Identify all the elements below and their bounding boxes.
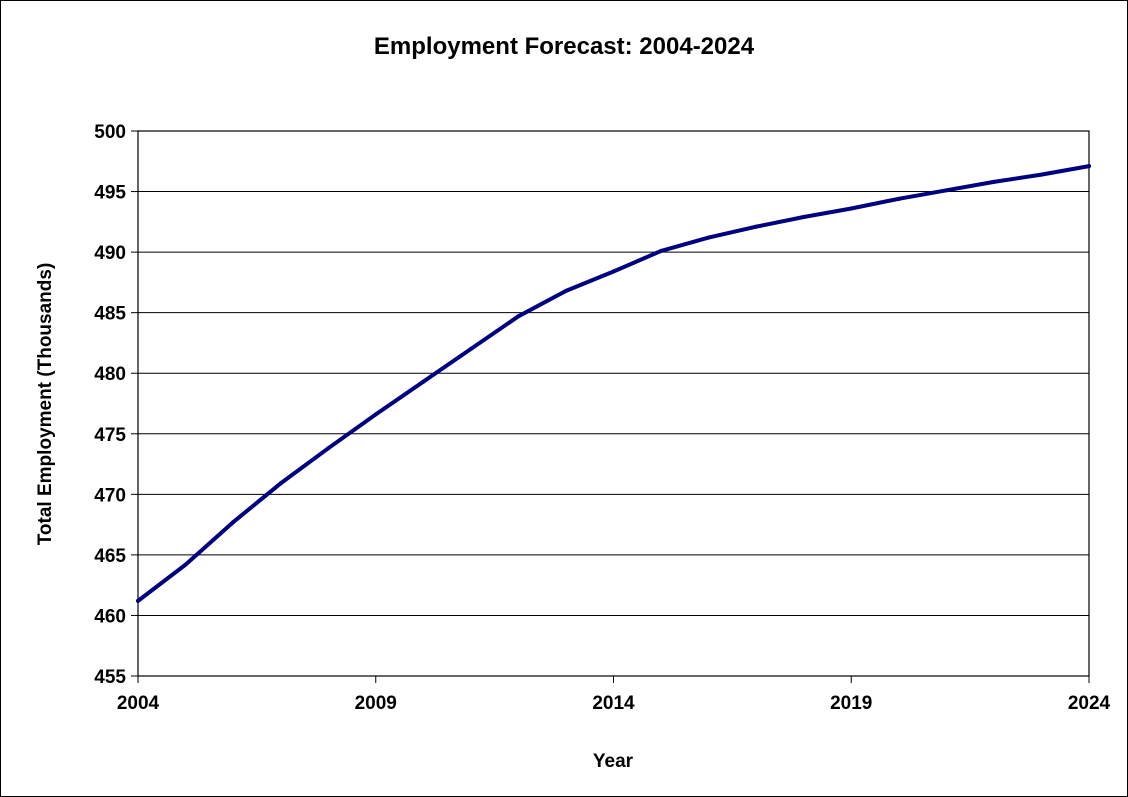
y-tick-label: 480: [94, 364, 126, 385]
x-tick-label: 2019: [830, 693, 872, 714]
gridlines: [138, 191, 1089, 616]
data-point: [183, 562, 188, 567]
data-point: [231, 520, 236, 525]
data-point: [659, 248, 664, 253]
data-point: [373, 412, 378, 417]
data-point: [326, 446, 331, 451]
series-layer: [136, 164, 1091, 603]
y-tick-label: 500: [94, 122, 126, 143]
data-point: [754, 224, 759, 229]
data-point: [944, 188, 949, 193]
data-point: [1039, 172, 1044, 177]
data-point: [563, 288, 568, 293]
data-point: [468, 347, 473, 351]
x-tick-label: 2014: [592, 693, 635, 714]
y-tick-label: 475: [94, 425, 126, 446]
y-tick-label: 495: [94, 183, 126, 204]
x-tick-label: 2004: [117, 693, 160, 714]
data-point: [278, 481, 283, 486]
data-point: [896, 196, 901, 201]
y-tick-label: 485: [94, 304, 126, 325]
chart-title: Employment Forecast: 2004-2024: [374, 33, 755, 60]
y-tick-label: 460: [94, 606, 126, 627]
data-point: [1087, 164, 1091, 169]
data-point: [421, 379, 426, 384]
series-line-0: [136, 164, 1091, 603]
data-point: [849, 206, 854, 211]
y-tick-label: 470: [94, 485, 126, 506]
plot-area: [137, 130, 1090, 677]
x-axis-ticks: 2004 2009 2014 2019 2024: [117, 676, 1111, 714]
data-point: [706, 235, 711, 240]
data-point: [611, 269, 616, 274]
y-axis-ticks: 455 460 465 470 475 480 485 490 495 500: [94, 122, 138, 688]
y-tick-label: 490: [94, 243, 126, 264]
y-axis-label: Total Employment (Thousands): [35, 263, 56, 546]
data-point: [136, 598, 140, 603]
data-point: [991, 179, 996, 184]
x-axis-label: Year: [593, 751, 634, 772]
x-tick-label: 2024: [1068, 693, 1111, 714]
y-tick-label: 455: [94, 667, 126, 688]
data-point: [516, 314, 521, 319]
data-point: [801, 214, 806, 219]
x-tick-label: 2009: [355, 693, 397, 714]
y-tick-label: 465: [94, 546, 126, 567]
